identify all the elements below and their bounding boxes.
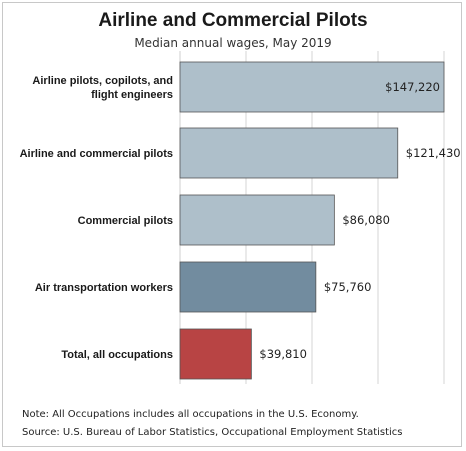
category-label-2: Airline and commercial pilots <box>20 148 173 160</box>
value-label-3: $86,080 <box>342 213 390 227</box>
bar-5 <box>179 328 252 380</box>
bar-2 <box>179 127 399 179</box>
chart-note: Note: All Occupations includes all occup… <box>22 409 359 420</box>
value-label-1: $147,220 <box>385 80 440 94</box>
category-label-1: Airline pilots, copilots, and flight engi… <box>32 75 173 101</box>
bar-3 <box>179 194 335 246</box>
value-label-4: $75,760 <box>324 280 372 294</box>
bar-4 <box>179 261 317 313</box>
chart-source: Source: U.S. Bureau of Labor Statistics,… <box>22 427 403 438</box>
value-label-5: $39,810 <box>259 347 307 361</box>
chart-title: Airline and Commercial Pilots <box>98 10 368 31</box>
bars <box>179 61 445 380</box>
category-label-5: Total, all occupations <box>61 349 173 361</box>
value-labels: $147,220 $121,430 $86,080 $75,760 $39,810 <box>259 80 460 361</box>
category-label-4: Air transportation workers <box>35 282 173 294</box>
bar-1 <box>179 61 445 113</box>
chart-subtitle: Median annual wages, May 2019 <box>134 36 332 50</box>
category-label-3: Commercial pilots <box>78 215 173 227</box>
value-label-2: $121,430 <box>406 146 461 160</box>
category-labels: Airline pilots, copilots, and flight engi… <box>20 75 173 361</box>
